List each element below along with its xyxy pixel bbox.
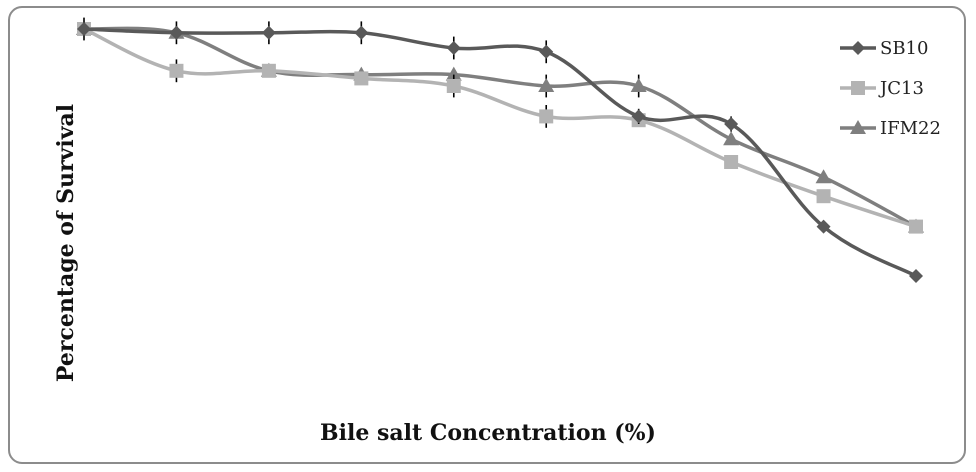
data-point-sb10 [631, 109, 646, 124]
series-line-jc13 [83, 27, 917, 229]
data-point-jc13 [261, 63, 276, 78]
data-point-jc13 [539, 109, 554, 124]
data-point-ifm22 [723, 131, 740, 146]
data-point-sb10 [724, 117, 739, 131]
legend: SB10 JC13 IFM22 [840, 28, 941, 148]
legend-label: JC13 [880, 77, 924, 99]
y-axis-title: Percentage of Survival [53, 103, 79, 383]
legend-item-jc13: JC13 [840, 68, 941, 108]
legend-item-ifm22: IFM22 [840, 108, 941, 148]
legend-swatch [840, 81, 876, 95]
data-point-sb10 [169, 25, 184, 40]
legend-item-sb10: SB10 [840, 28, 941, 68]
legend-label: SB10 [880, 37, 929, 59]
data-point-sb10 [816, 219, 831, 234]
data-point-jc13 [169, 63, 184, 78]
x-axis-title: Bile salt Concentration (%) [320, 420, 656, 446]
legend-marker [851, 81, 865, 95]
data-point-ifm22 [815, 169, 832, 184]
data-point-jc13 [816, 189, 831, 204]
legend-marker [850, 120, 866, 134]
data-point-sb10 [539, 44, 554, 59]
data-point-sb10 [354, 25, 369, 40]
data-point-sb10 [909, 269, 923, 283]
data-point-jc13 [354, 71, 369, 86]
legend-label: IFM22 [880, 117, 941, 139]
data-point-ifm22 [630, 78, 647, 92]
data-point-ifm22 [538, 78, 555, 92]
series-line-ifm22 [83, 26, 917, 229]
chart-frame [8, 6, 966, 464]
legend-marker [851, 41, 865, 55]
data-point-ifm22 [445, 66, 462, 81]
data-point-jc13 [909, 219, 923, 234]
legend-swatch [840, 120, 876, 134]
series-line-sb10 [83, 27, 917, 278]
data-point-jc13 [724, 155, 739, 169]
data-point-sb10 [77, 22, 91, 36]
data-point-sb10 [261, 25, 276, 40]
legend-swatch [840, 41, 876, 55]
data-point-jc13 [446, 79, 461, 93]
data-point-sb10 [446, 41, 461, 55]
